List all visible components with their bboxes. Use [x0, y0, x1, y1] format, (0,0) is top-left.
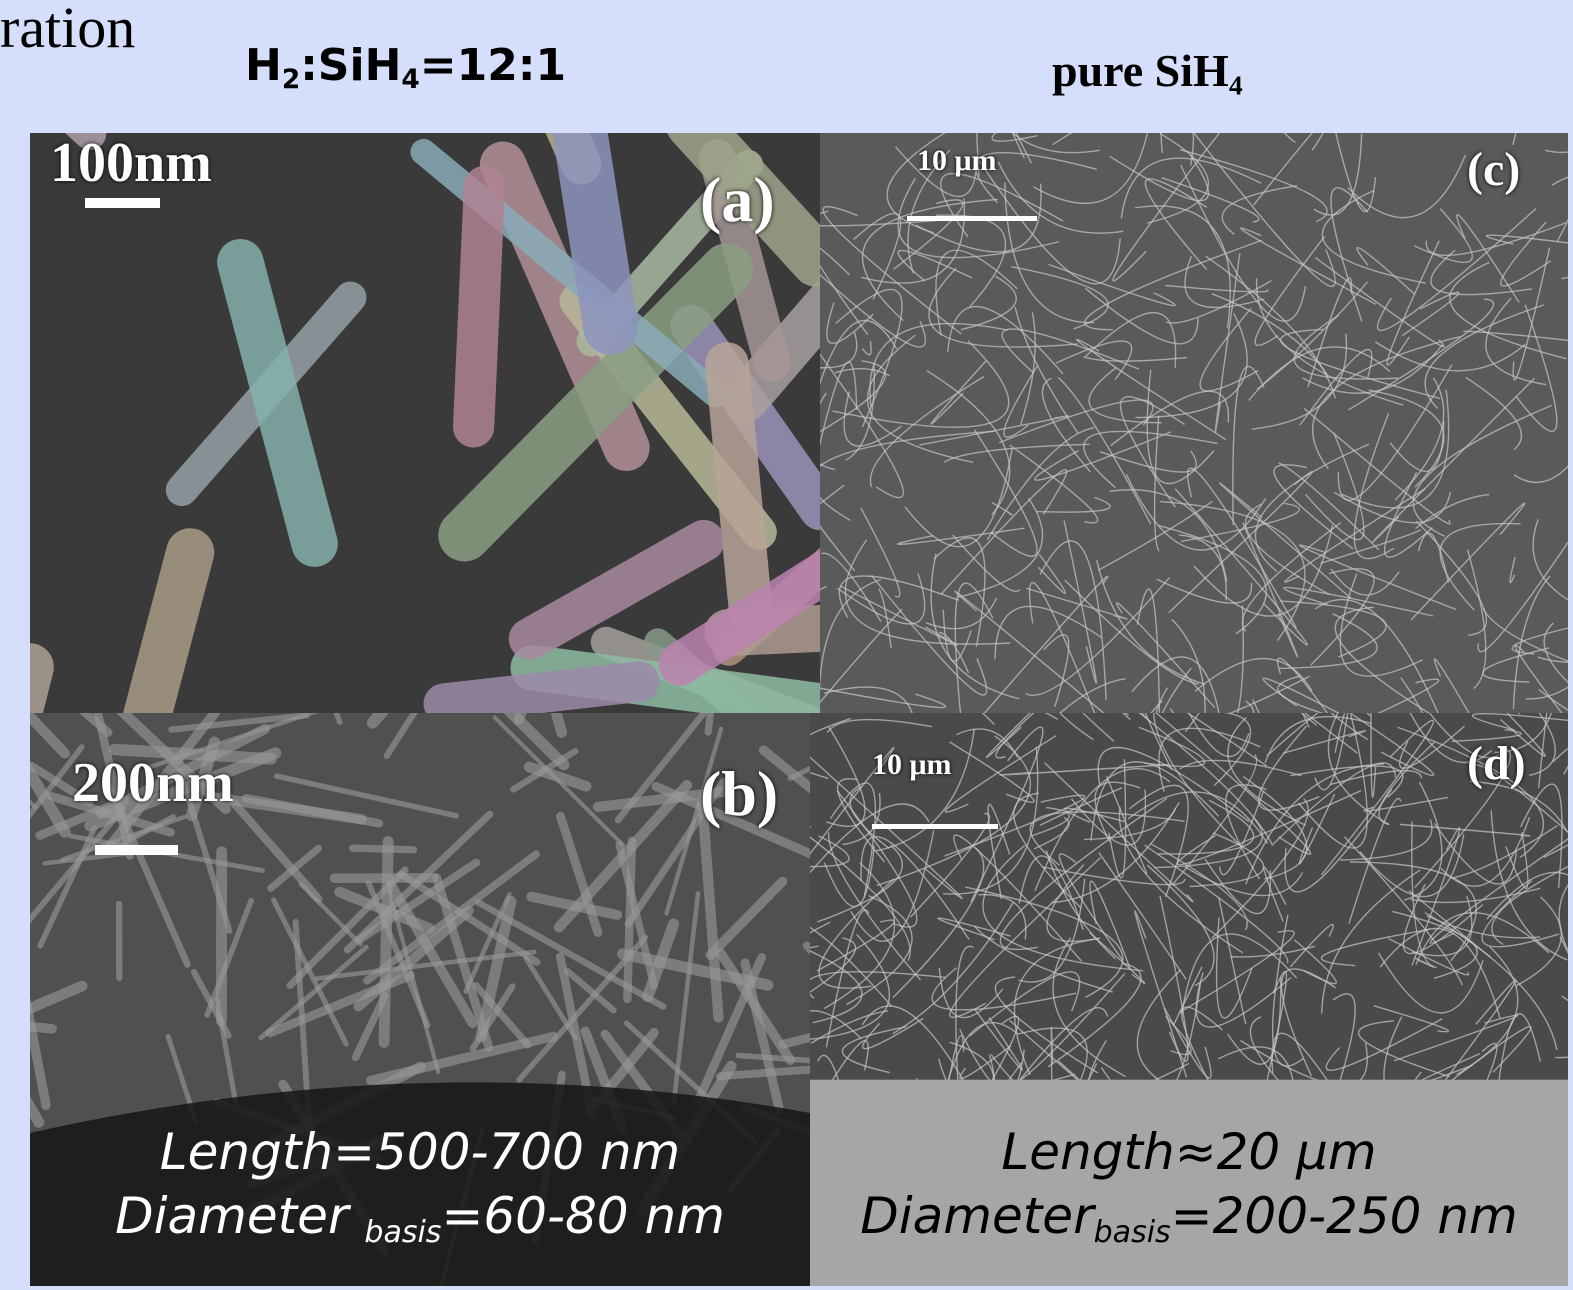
subscript: 4 [401, 64, 419, 95]
scale-bar [907, 216, 1037, 221]
panel-label: (a) [700, 168, 775, 232]
text-part: :SiH [300, 40, 401, 91]
subscript: 2 [282, 64, 300, 95]
scale-bar-label: 10 μm [872, 750, 952, 780]
scale-bar-label: 200nm [72, 755, 234, 811]
caption-line: Length=500-700 nm [30, 1120, 810, 1185]
panel-label: (b) [700, 762, 778, 826]
subscript: basis [1094, 1215, 1171, 1250]
title-fragment: ration [0, 0, 135, 61]
subscript: basis [364, 1215, 441, 1250]
slide: ration H2:SiH4=12:1 pure SiH4 (() => { c… [0, 0, 1573, 1290]
figure [0, 0, 1573, 1290]
text-part: pure SiH [1052, 45, 1229, 96]
text-part: Length=500-700 nm [160, 1123, 680, 1181]
right-header: pure SiH4 [1052, 44, 1243, 101]
text-part: Length≈20 μm [1001, 1123, 1376, 1181]
caption-line: Diameter basis=60-80 nm [30, 1184, 810, 1252]
caption-line: Length≈20 μm [810, 1120, 1568, 1185]
subscript: 4 [1229, 69, 1243, 100]
scale-bar-label: 100nm [50, 135, 212, 191]
text-part: =60-80 nm [441, 1187, 724, 1245]
left-header: H2:SiH4=12:1 [245, 44, 566, 93]
text-part: Diameter [860, 1187, 1093, 1245]
panel-label: (c) [1467, 146, 1520, 194]
panel-label: (d) [1467, 740, 1526, 788]
scale-bar [872, 824, 998, 829]
text-part: Diameter [115, 1187, 364, 1245]
scale-bar [85, 198, 160, 208]
text-part: =12:1 [420, 40, 566, 91]
scale-bar [95, 845, 178, 855]
caption-line: Diameterbasis=200-250 nm [810, 1184, 1568, 1252]
scale-bar-label: 10 μm [917, 146, 997, 176]
text-part: H [245, 40, 282, 91]
text-part: =200-250 nm [1171, 1187, 1518, 1245]
